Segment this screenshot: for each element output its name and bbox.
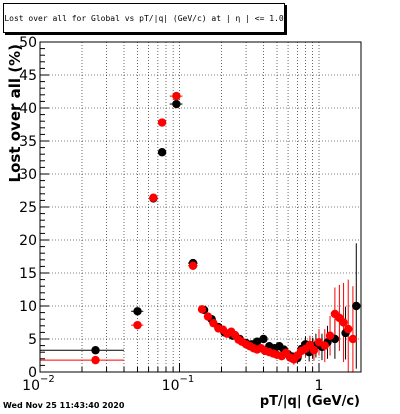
chart-title: Lost over all for Global vs pT/|q| (GeV/… bbox=[3, 3, 285, 33]
y-tick-label: 50 bbox=[19, 35, 37, 51]
x-tick-label: 10 bbox=[162, 378, 180, 394]
x-tick-label: 10 bbox=[22, 378, 40, 394]
series-red-point bbox=[133, 320, 142, 330]
series-black-point bbox=[91, 346, 100, 355]
series-red-point bbox=[325, 331, 335, 340]
x-axis-label: pT/|q| (GeV/c) bbox=[260, 394, 360, 409]
markers-layer bbox=[91, 91, 361, 365]
series-red-point bbox=[197, 305, 207, 314]
y-tick-label: 25 bbox=[19, 200, 37, 216]
y-axis-label: Lost over all (%) bbox=[6, 44, 24, 182]
error-bars-layer bbox=[40, 92, 361, 372]
series-red-point bbox=[320, 341, 329, 350]
y-tick-label: 20 bbox=[19, 233, 37, 249]
x-tick-label-exponent: −1 bbox=[180, 374, 195, 385]
y-tick-label: 40 bbox=[19, 101, 37, 117]
y-tick-label: 15 bbox=[19, 266, 37, 282]
series-red-point bbox=[188, 261, 198, 270]
series-red-point bbox=[348, 334, 358, 344]
series-red-point bbox=[344, 324, 353, 334]
series-black-point bbox=[352, 301, 361, 311]
y-tick-label: 0 bbox=[28, 365, 37, 381]
series-red-point bbox=[309, 346, 319, 355]
timestamp: Wed Nov 25 11:43:40 2020 bbox=[3, 401, 125, 410]
x-tick-label-exponent: −2 bbox=[40, 374, 55, 385]
series-red-point bbox=[203, 312, 213, 321]
y-tick-label: 45 bbox=[19, 68, 37, 84]
series-red-point bbox=[172, 91, 181, 101]
series-red-point bbox=[339, 318, 348, 327]
y-tick-label: 30 bbox=[19, 167, 37, 183]
series-black-point bbox=[157, 148, 167, 157]
y-tick-label: 5 bbox=[28, 332, 37, 348]
series-black-point bbox=[252, 337, 262, 346]
series-red-point bbox=[149, 193, 158, 202]
grid-layer bbox=[40, 42, 361, 372]
series-black-point bbox=[133, 307, 142, 316]
y-tick-label: 10 bbox=[19, 299, 37, 315]
series-black-point bbox=[259, 334, 268, 344]
series-red-point bbox=[157, 118, 167, 127]
y-tick-label: 35 bbox=[19, 134, 37, 150]
x-tick-label: 1 bbox=[315, 378, 324, 394]
series-red-point bbox=[209, 318, 218, 328]
series-red-point bbox=[91, 355, 100, 365]
series-black-point bbox=[172, 99, 181, 109]
